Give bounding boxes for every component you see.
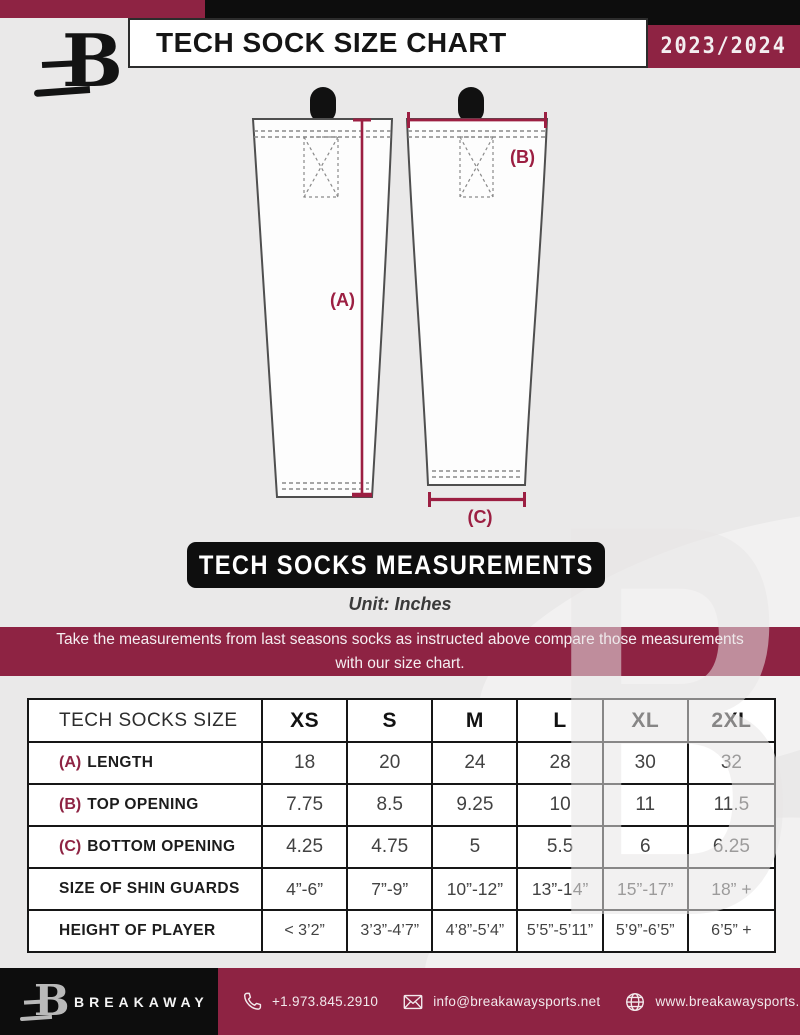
cell-value: 6’5” + xyxy=(711,922,752,939)
cell-value: 24 xyxy=(464,752,486,773)
measurements-banner: TECH SOCKS MEASUREMENTS xyxy=(187,542,605,588)
col-header-l: L xyxy=(553,708,567,732)
logo-letter: B xyxy=(62,18,123,103)
table-title: TECH SOCKS SIZE xyxy=(59,709,238,731)
cell-value: 8.5 xyxy=(376,794,403,815)
cell-value: 9.25 xyxy=(456,794,494,815)
cell-value: 5.5 xyxy=(546,836,574,857)
cell-value: 4.25 xyxy=(286,836,324,857)
diagram-label-a: (A) xyxy=(330,290,355,310)
measurements-banner-label: TECH SOCKS MEASUREMENTS xyxy=(198,549,594,580)
cell-value: 18” + xyxy=(711,878,752,899)
instruction-banner: Take the measurements from last seasons … xyxy=(0,627,800,676)
row-prefix: (A) xyxy=(59,754,82,771)
left-sock-top-stitching xyxy=(254,130,391,138)
cell-value: 18 xyxy=(294,752,316,773)
row-label: BOTTOM OPENING xyxy=(87,838,236,855)
row-label: SIZE OF SHIN GUARDS xyxy=(59,880,240,897)
row-prefix: (C) xyxy=(59,838,82,855)
cell-value: 32 xyxy=(720,752,742,773)
table-header-row: TECH SOCKS SIZE XS S M L XL 2XL xyxy=(29,700,774,741)
instruction-text: Take the measurements from last seasons … xyxy=(56,631,744,672)
brand-name: BREAKAWAY xyxy=(74,993,209,1010)
table-row-bottom-opening: (C) BOTTOM OPENING 4.25 4.75 5 5.5 6 6.2… xyxy=(29,825,774,867)
season-label: 2023/2024 xyxy=(660,34,788,59)
sock-measurement-diagram: (A) (B) (C) xyxy=(251,87,549,527)
col-header-2xl: 2XL xyxy=(711,708,752,732)
cell-value: 20 xyxy=(379,752,401,773)
row-label: TOP OPENING xyxy=(87,796,199,813)
table-row-player-height: HEIGHT OF PLAYER < 3’2” 3’3”-4’7” 4’8”-5… xyxy=(29,909,774,951)
cell-value: 5’9”-6’5” xyxy=(615,922,675,939)
cell-value: 28 xyxy=(549,752,571,773)
unit-note: Unit: Inches xyxy=(348,594,452,614)
measure-line-a xyxy=(352,118,372,498)
cell-value: 4”-6” xyxy=(286,878,324,899)
footer-logo-icon: B xyxy=(19,978,70,1025)
brand-logo-icon: B xyxy=(33,18,124,104)
cell-value: 10 xyxy=(549,794,571,815)
table-row-top-opening: (B) TOP OPENING 7.75 8.5 9.25 10 11 11.5 xyxy=(29,783,774,825)
email-address: info@breakawaysports.net xyxy=(433,994,601,1009)
footer-contact-bar: +1.973.845.2910 info@breakawaysports.net xyxy=(218,968,800,1035)
title-box: TECH SOCK SIZE CHART xyxy=(128,18,648,68)
cell-value: 10”-12” xyxy=(446,878,504,899)
right-sock-tab xyxy=(458,87,484,123)
measure-line-c xyxy=(428,492,526,507)
left-sock-cross-stitch xyxy=(303,136,339,198)
footer-email[interactable]: info@breakawaysports.net xyxy=(402,991,600,1013)
right-sock-top-stitching xyxy=(408,130,546,138)
cell-value: 30 xyxy=(634,752,656,773)
header-maroon-strip xyxy=(0,0,205,18)
cell-value: 4.75 xyxy=(371,836,409,857)
cell-value: 6 xyxy=(639,836,651,857)
col-header-xl: XL xyxy=(631,708,660,732)
cell-value: 5’5”-5’11” xyxy=(526,922,594,939)
footer-website[interactable]: www.breakawaysports.net xyxy=(624,991,800,1013)
globe-icon xyxy=(626,992,645,1011)
cell-value: 6.25 xyxy=(712,836,750,857)
row-label: HEIGHT OF PLAYER xyxy=(59,922,216,939)
left-sock-body xyxy=(251,118,394,498)
cell-value: 11 xyxy=(635,794,656,815)
table-row-shin-guards: SIZE OF SHIN GUARDS 4”-6” 7”-9” 10”-12” … xyxy=(29,867,774,909)
diagram-label-c: (C) xyxy=(468,507,493,527)
cell-value: 13”-14” xyxy=(531,878,589,899)
footer: B BREAKAWAY +1.973.845.2910 info@breakaw… xyxy=(0,968,800,1035)
phone-icon xyxy=(243,992,262,1010)
footer-logo-letter: B xyxy=(34,975,70,1025)
cell-value: < 3’2” xyxy=(284,922,325,939)
cell-value: 7”-9” xyxy=(371,878,409,899)
table-row-length: (A) LENGTH 18 20 24 28 30 32 xyxy=(29,741,774,783)
row-prefix: (B) xyxy=(59,796,82,813)
cell-value: 11.5 xyxy=(713,794,750,815)
right-sock-bottom-stitching xyxy=(432,470,522,478)
cell-value: 5 xyxy=(469,836,481,857)
right-sock-body xyxy=(405,118,549,486)
page-title: TECH SOCK SIZE CHART xyxy=(156,27,507,58)
measure-line-b xyxy=(407,112,547,128)
email-icon xyxy=(403,994,423,1009)
row-label: LENGTH xyxy=(87,754,154,771)
size-chart-table: TECH SOCKS SIZE XS S M L XL 2XL (A) LENG… xyxy=(27,698,776,953)
season-badge: 2023/2024 xyxy=(648,25,800,68)
col-header-xs: XS xyxy=(290,708,320,732)
cell-value: 15”-17” xyxy=(617,878,674,899)
phone-number: +1.973.845.2910 xyxy=(272,994,379,1009)
cell-value: 3’3”-4’7” xyxy=(360,922,420,939)
col-header-s: S xyxy=(382,708,397,732)
left-sock-tab xyxy=(310,87,336,123)
footer-brand-block: B BREAKAWAY xyxy=(0,968,218,1035)
cell-value: 4’8”-5’4” xyxy=(445,922,505,939)
col-header-m: M xyxy=(465,708,484,732)
diagram-label-b: (B) xyxy=(510,147,535,167)
right-sock-cross-stitch xyxy=(459,136,494,198)
footer-phone[interactable]: +1.973.845.2910 xyxy=(242,991,378,1012)
website-url: www.breakawaysports.net xyxy=(655,994,800,1009)
cell-value: 7.75 xyxy=(286,794,324,815)
left-sock-bottom-stitching xyxy=(282,482,369,490)
